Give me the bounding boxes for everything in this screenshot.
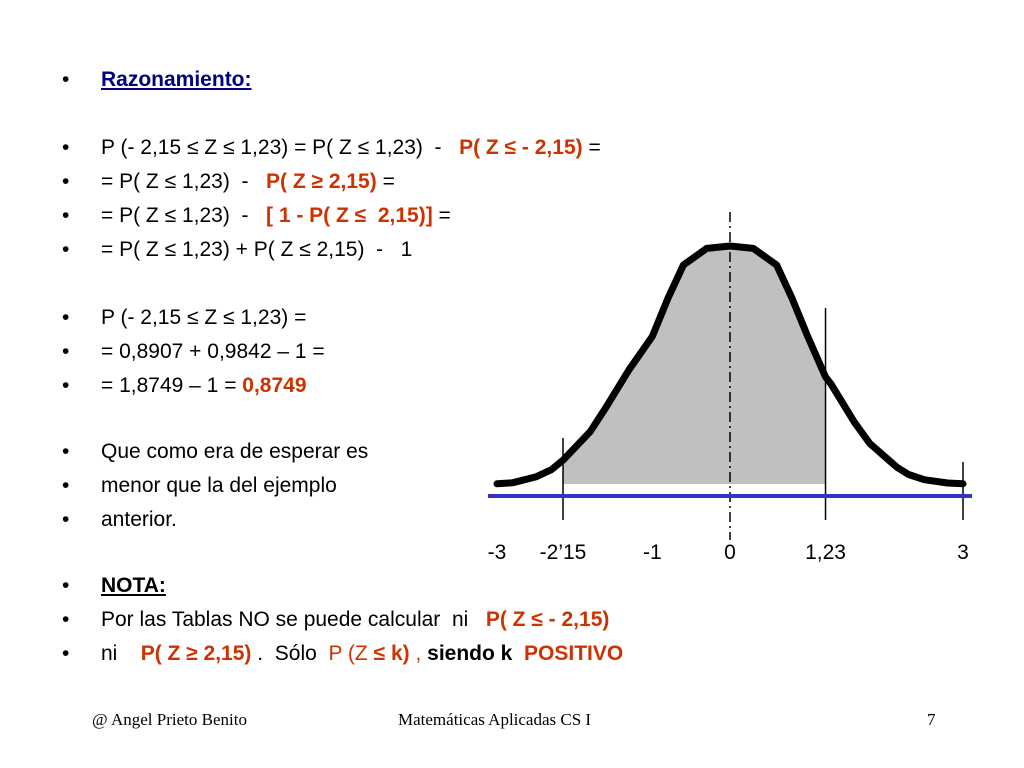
text-run: [ 1 - P( Z ≤ 2,15)] [266,204,433,227]
bullet-text: anterior. [101,504,177,536]
bullet-text: = P( Z ≤ 1,23) - P( Z ≥ 2,15) = [101,166,395,198]
slide-footer: @ Angel Prieto Benito Matemáticas Aplica… [0,706,1024,734]
text-run: P( Z ≤ - 2,15) [459,136,583,159]
bullet-marker: • [62,440,70,463]
text-run: P (- 2,15 ≤ Z ≤ 1,23) = [101,306,307,329]
bullet-marker: • [62,340,70,363]
x-tick-label: -1 [643,541,662,564]
text-run: siendo k [427,642,513,665]
bullet-text: menor que la del ejemplo [101,470,337,502]
text-run: POSITIVO [512,642,624,665]
text-run: , [409,642,428,665]
bullet-marker: • [62,642,70,665]
text-run: = 0,8907 + 0,9842 – 1 = [101,340,325,363]
text-run: = 1,8749 – 1 = [101,374,243,397]
text-run: 0,8749 [242,374,307,397]
text-run: P (Z [328,642,374,665]
bullet-text: Razonamiento: [101,64,252,96]
bullet-marker: • [62,608,70,631]
density-curve [493,242,967,488]
bullet-marker: • [62,306,70,329]
bullet-text: = 0,8907 + 0,9842 – 1 = [101,336,325,368]
bullet-marker: • [62,238,70,261]
x-tick-label: 1,23 [805,541,846,564]
text-run: menor que la del ejemplo [101,474,337,497]
text-run: Que como era de esperar es [101,440,369,463]
text-run: = P( Z ≤ 1,23) + P( Z ≤ 2,15) - 1 [101,238,413,261]
bullet-text: = P( Z ≤ 1,23) + P( Z ≤ 2,15) - 1 [101,234,412,266]
shaded-area [563,246,826,484]
bullet-text: NOTA: [101,570,166,602]
text-run: P( Z ≥ 2,15) [266,170,377,193]
bullet-marker: • [62,204,70,227]
text-run: = [582,136,601,159]
text-run: Por las Tablas NO se puede calcular ni [101,608,486,631]
footer-author: @ Angel Prieto Benito [92,710,247,729]
x-tick-label: -2’15 [540,541,587,564]
bullet-text: Por las Tablas NO se puede calcular ni P… [101,604,609,636]
text-run: ni [101,642,141,665]
footer-course: Matemáticas Aplicadas CS I [398,710,592,729]
text-run: ≤ k) [373,642,410,665]
bullet-text: P (- 2,15 ≤ Z ≤ 1,23) = P( Z ≤ 1,23) - P… [101,132,601,164]
text-run: Razonamiento: [101,68,252,91]
bullet-text: = P( Z ≤ 1,23) - [ 1 - P( Z ≤ 2,15)] = [101,200,451,232]
bullet-marker: • [62,574,70,597]
text-run: P (- 2,15 ≤ Z ≤ 1,23) = P( Z ≤ 1,23) - [101,136,460,159]
text-run: = [432,204,451,227]
slide-bullet-list: • Razonamiento: • P (- 2,15 ≤ Z ≤ 1,23) = P… [62,64,623,670]
text-run: . Sólo [251,642,329,665]
text-run: = P( Z ≤ 1,23) - [101,170,266,193]
bullet-marker: • [62,374,70,397]
text-run: = P( Z ≤ 1,23) - [101,204,266,227]
normal-distribution-chart: -3 -2’15 -1 0 1,23 3 [488,212,972,564]
bullet-text: = 1,8749 – 1 = 0,8749 [101,370,307,402]
text-run: NOTA: [101,574,166,597]
x-tick-label: -3 [488,541,507,564]
bullet-text: Que como era de esperar es [101,436,368,468]
text-run: P( Z ≤ - 2,15) [485,608,610,631]
bullet-text: ni P( Z ≥ 2,15) . Sólo P (Z ≤ k) , siend… [101,638,623,670]
bullet-marker: • [62,136,70,159]
x-tick-label: 3 [957,541,969,564]
bullet-marker: • [62,68,70,91]
x-tick-label: 0 [724,541,736,564]
bullet-marker: • [62,508,70,531]
bullet-marker: • [62,170,70,193]
bullet-marker: • [62,474,70,497]
text-run: P( Z ≥ 2,15) [140,642,252,665]
bullet-text: P (- 2,15 ≤ Z ≤ 1,23) = [101,302,306,334]
text-run: = [376,170,395,193]
text-run: anterior. [101,508,177,531]
footer-page-number: 7 [927,710,936,729]
